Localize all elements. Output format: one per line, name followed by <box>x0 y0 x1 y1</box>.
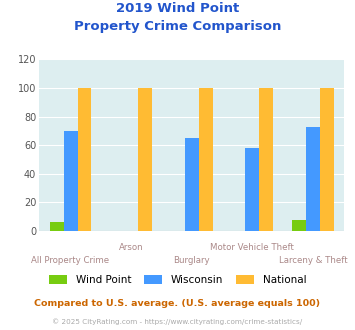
Bar <box>306 127 320 231</box>
Text: Property Crime Comparison: Property Crime Comparison <box>74 20 281 33</box>
Text: Burglary: Burglary <box>173 256 210 265</box>
Text: All Property Crime: All Property Crime <box>32 256 110 265</box>
Text: Larceny & Theft: Larceny & Theft <box>279 256 347 265</box>
Bar <box>50 222 64 231</box>
Bar <box>245 148 259 231</box>
Bar <box>199 88 213 231</box>
Bar <box>77 88 92 231</box>
Bar <box>320 88 334 231</box>
Bar <box>185 138 199 231</box>
Bar <box>259 88 273 231</box>
Bar <box>138 88 152 231</box>
Text: © 2025 CityRating.com - https://www.cityrating.com/crime-statistics/: © 2025 CityRating.com - https://www.city… <box>53 318 302 325</box>
Text: Arson: Arson <box>119 243 143 251</box>
Text: Compared to U.S. average. (U.S. average equals 100): Compared to U.S. average. (U.S. average … <box>34 299 321 308</box>
Legend: Wind Point, Wisconsin, National: Wind Point, Wisconsin, National <box>44 271 311 289</box>
Text: 2019 Wind Point: 2019 Wind Point <box>116 2 239 15</box>
Bar <box>292 219 306 231</box>
Bar <box>64 131 77 231</box>
Text: Motor Vehicle Theft: Motor Vehicle Theft <box>211 243 294 251</box>
